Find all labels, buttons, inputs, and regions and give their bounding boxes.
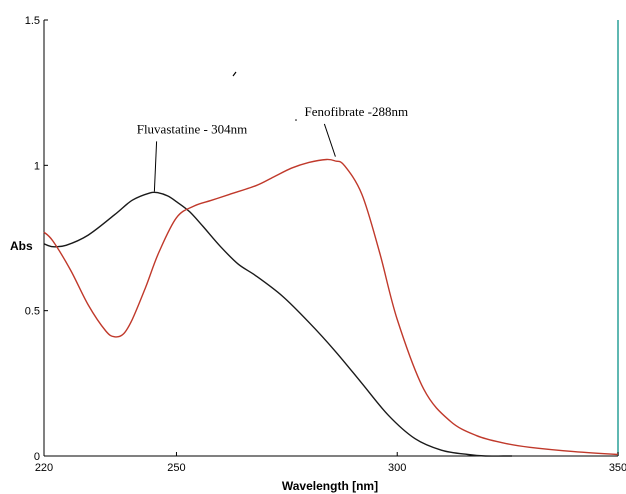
stray-mark bbox=[232, 71, 237, 77]
annotation-leader-line bbox=[323, 123, 336, 157]
y-tick-label: 1.5 bbox=[25, 15, 40, 27]
series-line-red bbox=[43, 158, 619, 456]
y-tick-label: 1 bbox=[34, 160, 40, 172]
x-axis-title: Wavelength [nm] bbox=[282, 479, 378, 493]
x-tick-label: 350 bbox=[609, 462, 626, 474]
x-tick-label: 220 bbox=[35, 462, 53, 474]
plot-area bbox=[44, 20, 618, 456]
stray-dot bbox=[295, 119, 297, 121]
series-line-black bbox=[43, 191, 512, 457]
x-tick-label: 250 bbox=[167, 462, 185, 474]
x-tick-label: 300 bbox=[388, 462, 406, 474]
y-tick-label: 0.5 bbox=[25, 306, 40, 318]
y-tick-label: 0 bbox=[34, 451, 40, 463]
y-axis-title: Abs bbox=[10, 239, 33, 253]
annotation-fluvastatine: Fluvastatine - 304nm bbox=[137, 121, 248, 136]
annotation-fenofibrate: Fenofibrate -288nm bbox=[305, 104, 409, 119]
annotation-leader-line bbox=[153, 141, 158, 192]
